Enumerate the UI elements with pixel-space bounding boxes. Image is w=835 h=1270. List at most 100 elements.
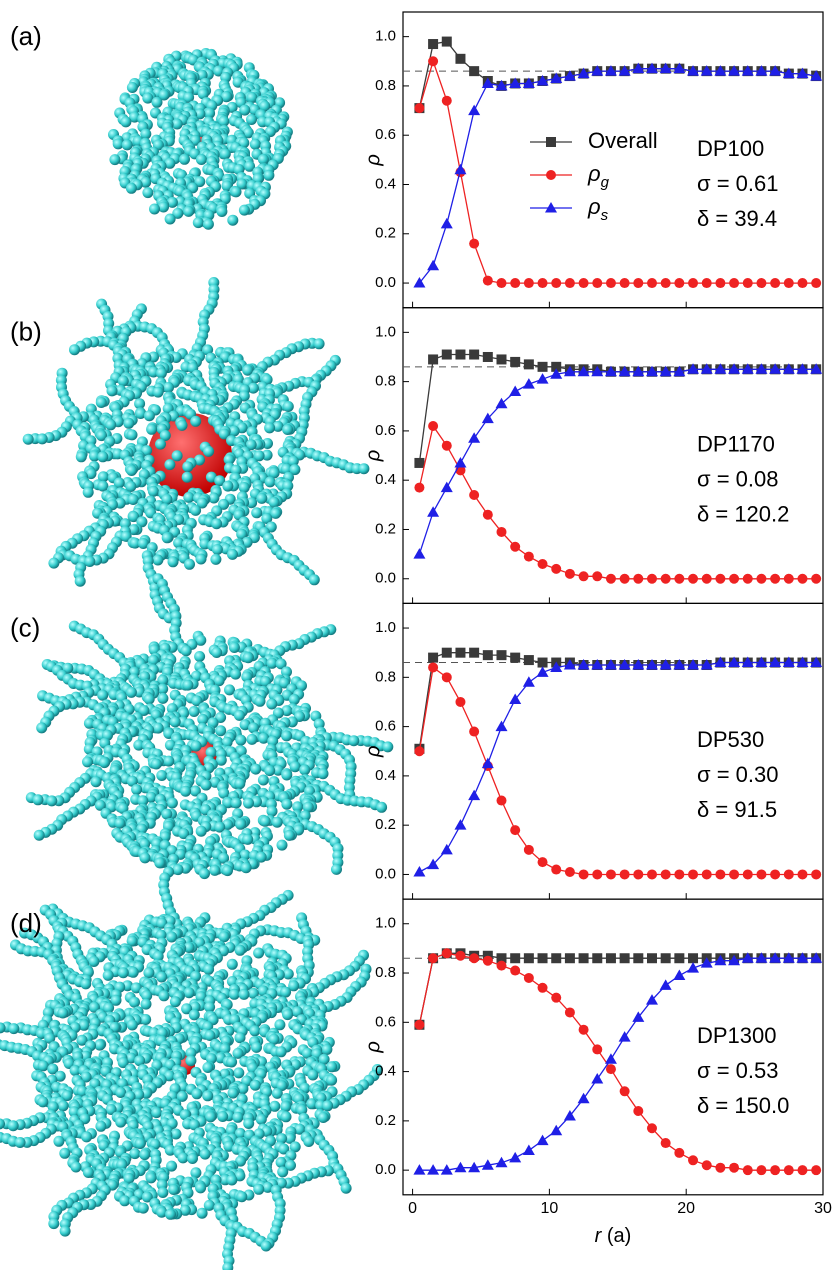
molecule-image <box>0 890 383 1270</box>
bead <box>119 1195 130 1206</box>
bead <box>178 1152 189 1163</box>
bead <box>156 770 167 781</box>
marker <box>510 953 520 963</box>
marker <box>661 1138 671 1148</box>
marker <box>455 54 465 64</box>
marker <box>510 966 520 976</box>
marker <box>688 574 698 584</box>
marker <box>441 844 453 855</box>
marker <box>784 278 794 288</box>
marker <box>497 354 507 364</box>
bead <box>182 472 193 483</box>
bead <box>156 972 167 983</box>
bead <box>71 1162 82 1173</box>
bead <box>163 756 174 767</box>
marker <box>413 1164 425 1175</box>
y-axis-label: ρ <box>362 450 384 462</box>
bead <box>234 710 245 721</box>
marker <box>537 666 549 677</box>
legend-label: Overall <box>588 128 658 153</box>
marker <box>510 825 520 835</box>
bead <box>203 446 214 457</box>
bead <box>172 450 183 461</box>
bead <box>253 948 264 959</box>
marker <box>620 1086 630 1096</box>
marker <box>592 571 602 581</box>
panel-label: (b) <box>10 317 42 347</box>
panel-label: (a) <box>10 21 42 51</box>
bead <box>331 864 342 875</box>
marker <box>551 953 561 963</box>
marker <box>674 278 684 288</box>
bead <box>299 764 310 775</box>
annotation: δ = 120.2 <box>697 502 789 527</box>
marker <box>524 552 534 562</box>
bead <box>184 559 195 570</box>
bead <box>151 1107 162 1118</box>
bead <box>222 865 233 876</box>
annotation: δ = 39.4 <box>697 206 777 231</box>
bead <box>141 999 152 1010</box>
bead <box>256 493 267 504</box>
bead <box>81 1131 92 1142</box>
bead <box>84 556 95 567</box>
marker <box>770 1165 780 1175</box>
bead <box>118 376 129 387</box>
bead <box>195 1182 206 1193</box>
marker <box>674 574 684 584</box>
bead <box>219 931 230 942</box>
bead <box>48 558 59 569</box>
marker <box>605 1053 617 1064</box>
y-tick-label: 1.0 <box>375 28 396 45</box>
bead <box>318 768 329 779</box>
bead <box>183 492 194 503</box>
marker <box>797 574 807 584</box>
bead <box>231 798 242 809</box>
bead <box>109 154 120 165</box>
bead <box>211 647 222 658</box>
bead <box>157 1187 168 1198</box>
bead <box>243 1118 254 1129</box>
marker <box>469 239 479 249</box>
bead <box>135 1138 146 1149</box>
bead <box>131 784 142 795</box>
marker <box>811 869 821 879</box>
marker <box>579 1025 589 1035</box>
bead <box>165 214 176 225</box>
marker <box>537 1135 549 1146</box>
marker <box>756 1165 766 1175</box>
bead <box>96 397 107 408</box>
bead <box>282 1009 293 1020</box>
bead <box>99 757 110 768</box>
y-tick-label: 0.0 <box>375 274 396 291</box>
bead <box>91 776 102 787</box>
bead <box>210 554 221 565</box>
marker <box>538 559 548 569</box>
marker <box>715 869 725 879</box>
y-tick-label: 0.0 <box>375 570 396 587</box>
bead <box>236 1191 247 1202</box>
marker <box>454 1162 466 1173</box>
marker <box>414 458 424 468</box>
bead <box>255 696 266 707</box>
bead <box>230 669 241 680</box>
bead <box>239 482 250 493</box>
marker <box>428 953 438 963</box>
bead <box>341 1183 352 1194</box>
bead <box>232 1112 243 1123</box>
bead <box>36 722 47 733</box>
marker <box>756 869 766 879</box>
marker <box>469 727 479 737</box>
bead <box>179 154 190 165</box>
marker <box>442 648 452 658</box>
marker <box>579 278 589 288</box>
bead <box>290 761 301 772</box>
bead <box>58 1100 69 1111</box>
marker <box>811 278 821 288</box>
marker <box>469 648 479 658</box>
marker <box>743 574 753 584</box>
bead <box>209 865 220 876</box>
marker <box>592 953 602 963</box>
marker <box>524 278 534 288</box>
